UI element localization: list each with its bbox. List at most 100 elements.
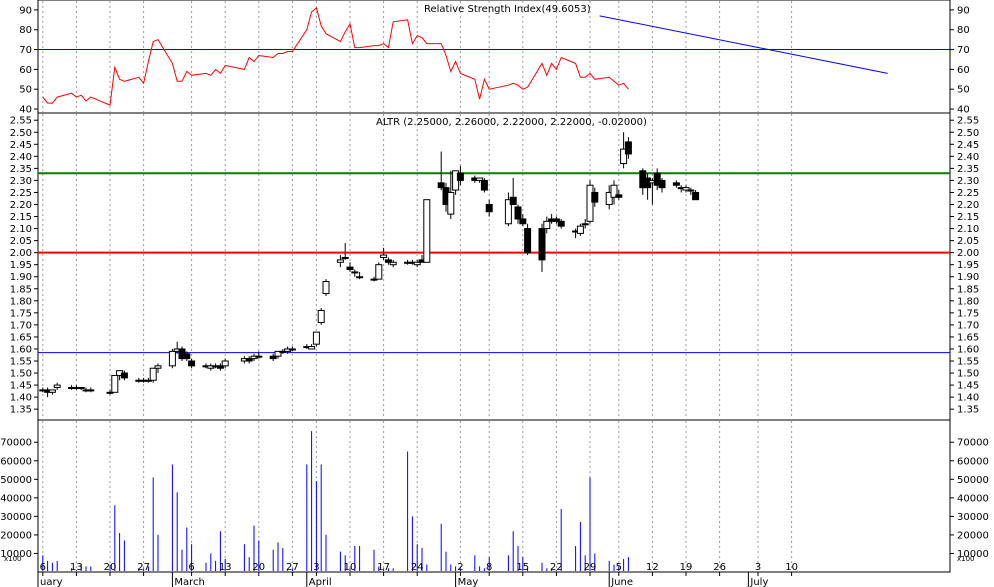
- price-tick-label: 2.15: [957, 212, 979, 223]
- price-tick-label: 1.60: [10, 344, 32, 355]
- x-tick-label: 27: [286, 562, 299, 573]
- candle-body: [485, 203, 493, 213]
- rsi-tick-label: 70: [957, 45, 970, 56]
- price-tick-label: 1.60: [957, 344, 979, 355]
- x-axis: 6 13 20 27 6 13 20 27 3 10 17 24 2 8 15 22 29 5 12 19 26 3 10 u…: [37, 562, 950, 587]
- rsi-tick-label: 50: [19, 85, 32, 96]
- x-tick-label: 24: [411, 562, 424, 573]
- volume-tick-label: 60000: [0, 456, 32, 467]
- candle-body: [514, 206, 522, 220]
- rsi-tick-label: 60: [19, 65, 32, 76]
- price-grid: [42, 114, 793, 419]
- price-tick-label: 1.90: [957, 272, 979, 283]
- candle-body: [480, 179, 488, 191]
- x-tick-label: 10: [785, 562, 798, 573]
- volume-right-ticks: 10000 20000 30000 40000 50000 60000 70000: [950, 438, 989, 560]
- price-tick-label: 1.80: [10, 296, 32, 307]
- month-label: April: [309, 577, 332, 587]
- price-tick-label: 2.00: [957, 248, 979, 259]
- volume-left-ticks: 10000 20000 30000 40000 50000 60000 70000: [0, 438, 38, 560]
- volume-panel: 10000 20000 30000 40000 50000 60000 70000 1000…: [0, 419, 989, 573]
- candle-body: [476, 177, 484, 181]
- price-left-ticks: 1.351.401.451.501.55 1.601.651.701.751.80…: [10, 116, 38, 416]
- candle-body: [552, 218, 560, 222]
- candle-body: [356, 276, 364, 279]
- volume-tick-label: 30000: [0, 512, 32, 523]
- price-tick-label: 2.05: [10, 236, 32, 247]
- x-tick-label: 5: [616, 562, 622, 573]
- price-tick-label: 2.50: [957, 128, 979, 139]
- candle-body: [591, 191, 599, 203]
- rsi-tick-label: 40: [957, 105, 970, 116]
- candle-body: [605, 191, 613, 205]
- price-tick-label: 2.35: [957, 164, 979, 175]
- x-tick-label: 10: [344, 562, 357, 573]
- price-right-ticks: 1.351.401.451.501.55 1.601.651.701.751.80…: [950, 116, 979, 416]
- candle-body: [509, 196, 517, 205]
- x-tick-label: 20: [104, 562, 117, 573]
- volume-tick-label: 40000: [0, 493, 32, 504]
- candle-body: [389, 261, 397, 266]
- x-tick-label: 20: [252, 562, 265, 573]
- x-tick-label: 6: [40, 562, 46, 573]
- candle-body: [658, 179, 666, 189]
- volume-tick-label: 10000: [957, 549, 989, 560]
- price-tick-label: 2.20: [10, 200, 32, 211]
- volume-tick-label: 40000: [957, 493, 989, 504]
- rsi-tick-label: 70: [19, 45, 32, 56]
- candle-body: [351, 271, 359, 274]
- price-tick-label: 1.90: [10, 272, 32, 283]
- price-tick-label: 2.45: [957, 140, 979, 151]
- rsi-tick-label: 50: [957, 85, 970, 96]
- rsi-title: Relative Strength Index(49.6053): [424, 4, 591, 15]
- candle-body: [77, 386, 85, 389]
- price-tick-label: 1.95: [957, 260, 979, 271]
- candle-body: [149, 367, 157, 381]
- price-candles: [39, 132, 700, 398]
- price-tick-label: 1.85: [10, 284, 32, 295]
- candle-body: [216, 365, 224, 369]
- price-tick-label: 2.20: [957, 200, 979, 211]
- volume-tick-label: 60000: [957, 456, 989, 467]
- price-tick-label: 2.40: [10, 152, 32, 163]
- candle-body: [308, 346, 316, 350]
- price-tick-label: 1.35: [957, 405, 979, 416]
- volume-tick-label: 50000: [0, 475, 32, 486]
- candle-body: [288, 348, 296, 351]
- month-label: July: [749, 577, 768, 587]
- candle-body: [538, 228, 546, 261]
- candle-body: [221, 360, 229, 367]
- month-label: March: [174, 577, 204, 587]
- volume-tick-label: 70000: [0, 438, 32, 449]
- price-tick-label: 2.45: [10, 140, 32, 151]
- volume-tick-label: 30000: [957, 512, 989, 523]
- x-tick-label: 12: [646, 562, 659, 573]
- rsi-trend-line: [599, 15, 888, 74]
- candle-body: [322, 281, 330, 295]
- candle-body: [269, 355, 277, 360]
- candle-body: [672, 182, 680, 186]
- rsi-tick-label: 80: [19, 25, 32, 36]
- price-tick-label: 2.05: [957, 236, 979, 247]
- candle-body: [384, 259, 392, 263]
- candle-body: [168, 350, 176, 367]
- rsi-tick-label: 60: [957, 65, 970, 76]
- volume-tick-label: 10000: [0, 549, 32, 560]
- price-tick-label: 2.25: [957, 188, 979, 199]
- x-tick-label: 29: [584, 562, 597, 573]
- candle-body: [48, 389, 56, 393]
- price-title: ALTR (2.25000, 2.26000, 2.22000, 2.22000…: [376, 117, 647, 128]
- candle-body: [154, 365, 162, 369]
- candle-body: [610, 184, 618, 198]
- price-horizontal-lines: [38, 172, 950, 354]
- candle-body: [620, 148, 628, 165]
- price-tick-label: 1.35: [10, 405, 32, 416]
- rsi-grid: [42, 1, 793, 112]
- candle-body: [456, 172, 464, 181]
- rsi-tick-label: 90: [19, 5, 32, 16]
- price-tick-label: 2.10: [957, 224, 979, 235]
- candle-body: [312, 331, 320, 345]
- x-tick-label: 27: [137, 562, 150, 573]
